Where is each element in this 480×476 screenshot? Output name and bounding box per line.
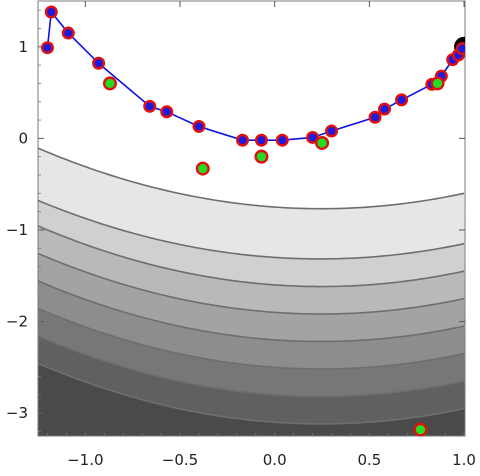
- data-series: [40, 5, 465, 436]
- x-tick-label: 1.0: [452, 451, 476, 469]
- green-point: [254, 149, 269, 164]
- path-point: [254, 133, 268, 147]
- path-point: [192, 119, 206, 133]
- path-point: [378, 102, 392, 116]
- path-point: [92, 56, 106, 70]
- path-point: [275, 133, 289, 147]
- path-point: [325, 124, 339, 138]
- y-tick-label: 1: [18, 38, 28, 56]
- path-line: [46, 9, 463, 141]
- contour-band: [38, 363, 465, 436]
- x-tick-label: −0.5: [162, 451, 198, 469]
- path-point: [44, 5, 58, 19]
- path-point: [455, 42, 465, 56]
- contour-line: [38, 362, 465, 425]
- contour-line: [38, 147, 465, 210]
- path-point: [160, 105, 174, 119]
- path-point: [40, 41, 54, 55]
- green-point: [102, 76, 117, 91]
- x-tick-label: 0.0: [263, 451, 287, 469]
- y-tick-label: −2: [6, 313, 28, 331]
- path-point: [61, 26, 75, 40]
- x-tick-label: 0.5: [357, 451, 381, 469]
- contour-line: [38, 225, 465, 288]
- contour-background: [38, 147, 465, 436]
- y-tick-label: 0: [18, 129, 28, 147]
- contour-line: [38, 280, 465, 343]
- contour-line: [38, 335, 465, 398]
- path-point: [395, 93, 409, 107]
- green-point: [195, 161, 210, 176]
- contour-line: [38, 307, 465, 370]
- path-point: [236, 133, 250, 147]
- contour-line: [38, 252, 465, 315]
- y-tick-label: −3: [6, 404, 28, 422]
- green-point: [430, 76, 445, 91]
- contour-line: [38, 199, 465, 260]
- path-point: [143, 99, 157, 113]
- green-point: [315, 135, 330, 150]
- y-tick-label: −1: [6, 221, 28, 239]
- path-point: [368, 110, 382, 124]
- green-point: [413, 422, 428, 436]
- axes: −1.0 −0.5 0.0 0.5 1.0 −3 −2 −1 0 1: [6, 0, 476, 469]
- plot-frame: [37, 0, 466, 437]
- x-tick-label: −1.0: [67, 451, 103, 469]
